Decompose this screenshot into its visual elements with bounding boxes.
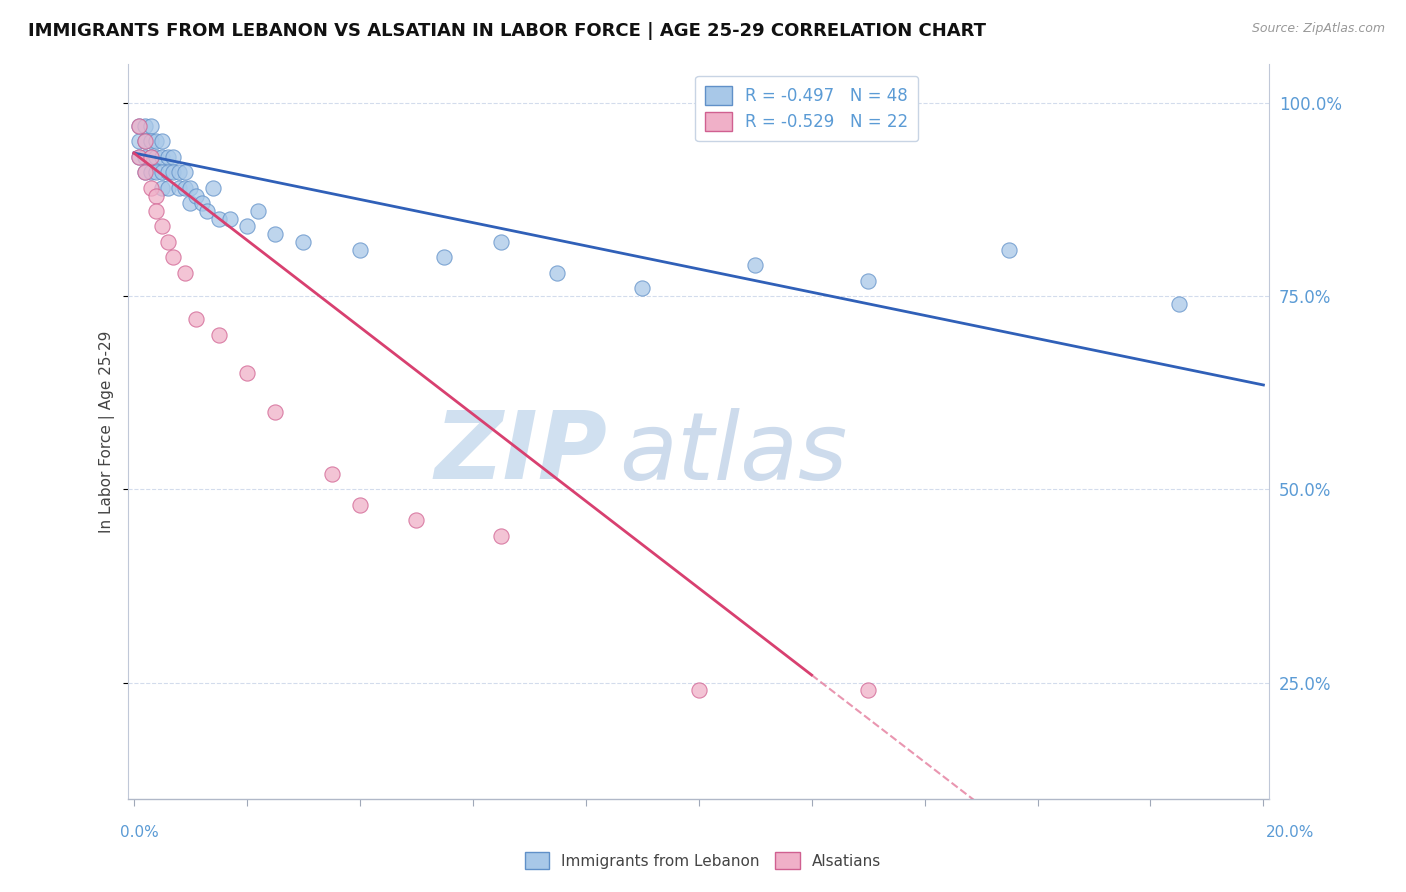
Point [134,119,156,133]
Point [179,181,201,195]
Text: 20.0%: 20.0% [1267,825,1315,840]
Point [134,165,156,179]
Point [139,165,162,179]
Point [150,150,173,164]
Legend: R = -0.497   N = 48, R = -0.529   N = 22: R = -0.497 N = 48, R = -0.529 N = 22 [696,76,918,141]
Point [173,165,195,179]
Point [145,204,167,219]
Legend: Immigrants from Lebanon, Alsatians: Immigrants from Lebanon, Alsatians [519,846,887,875]
Point [150,219,173,234]
Point [856,683,879,698]
Text: atlas: atlas [619,408,846,499]
Point [688,683,710,698]
Point [631,281,654,295]
Point [128,119,150,133]
Y-axis label: In Labor Force | Age 25-29: In Labor Force | Age 25-29 [100,330,115,533]
Point [145,165,167,179]
Point [139,119,162,133]
Point [134,135,156,149]
Point [162,165,184,179]
Point [744,258,766,272]
Point [201,181,224,195]
Point [998,243,1021,257]
Point [292,235,315,249]
Point [156,165,179,179]
Text: 0.0%: 0.0% [120,825,159,840]
Point [162,150,184,164]
Point [145,135,167,149]
Point [207,327,229,342]
Point [139,150,162,164]
Point [236,219,259,234]
Point [156,150,179,164]
Point [247,204,270,219]
Point [162,251,184,265]
Point [218,211,240,226]
Point [184,188,207,202]
Point [184,312,207,326]
Point [1167,297,1189,311]
Point [128,119,150,133]
Point [349,243,371,257]
Text: Source: ZipAtlas.com: Source: ZipAtlas.com [1251,22,1385,36]
Point [139,181,162,195]
Point [139,150,162,164]
Point [167,181,190,195]
Point [349,498,371,512]
Point [489,235,512,249]
Point [150,165,173,179]
Point [145,188,167,202]
Point [128,150,150,164]
Point [134,135,156,149]
Point [156,181,179,195]
Point [134,150,156,164]
Point [134,165,156,179]
Point [128,135,150,149]
Text: ZIP: ZIP [434,408,607,500]
Point [145,150,167,164]
Point [190,196,212,211]
Point [167,165,190,179]
Point [264,405,287,419]
Point [173,266,195,280]
Point [128,150,150,164]
Point [173,181,195,195]
Point [207,211,229,226]
Point [195,204,218,219]
Point [433,251,456,265]
Point [546,266,568,280]
Point [489,529,512,543]
Point [321,467,343,481]
Text: IMMIGRANTS FROM LEBANON VS ALSATIAN IN LABOR FORCE | AGE 25-29 CORRELATION CHART: IMMIGRANTS FROM LEBANON VS ALSATIAN IN L… [28,22,986,40]
Point [156,235,179,249]
Point [150,181,173,195]
Point [179,196,201,211]
Point [405,513,427,527]
Point [264,227,287,242]
Point [236,367,259,381]
Point [139,135,162,149]
Point [856,274,879,288]
Point [150,135,173,149]
